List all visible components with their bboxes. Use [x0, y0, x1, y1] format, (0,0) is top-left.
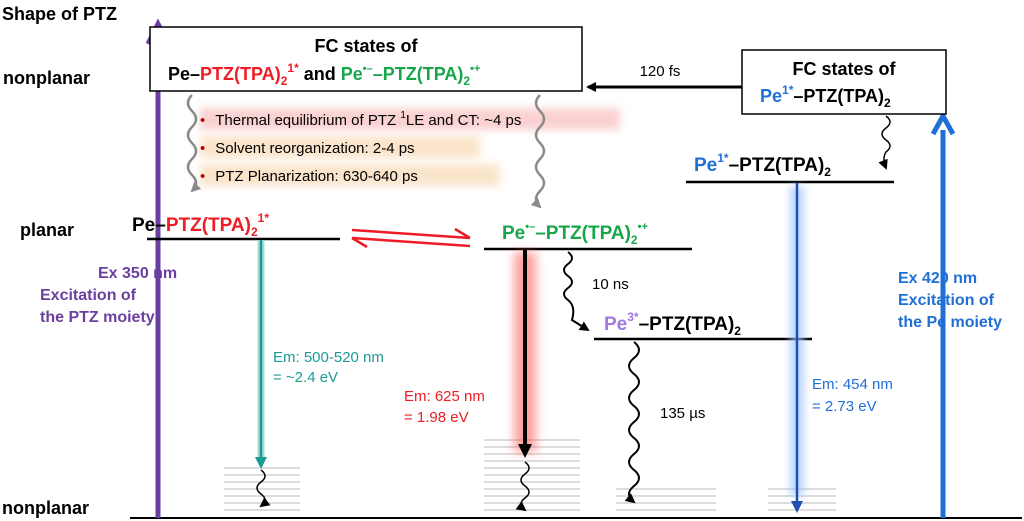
fc-right-sup: 1* [782, 83, 794, 97]
isc-label: 10 ns [592, 276, 629, 293]
state-trip-rest: –PTZ(TPA) [639, 314, 735, 335]
vibrational-levels-center [484, 439, 580, 511]
phosphorescence-wavy-arrow [624, 341, 640, 504]
bullet3-highlight [200, 164, 500, 186]
state-pes-pe: Pe [694, 155, 717, 176]
em454-line1: Em: 454 nm [812, 376, 893, 393]
fc-left-pe2: Pe [341, 64, 363, 84]
state-trip-sub: 2 [734, 324, 741, 338]
equilibrium-arrow-forward [351, 228, 471, 240]
fc-right-sub: 2 [884, 96, 891, 110]
bullet-2: • Solvent reorganization: 2-4 ps [200, 140, 415, 157]
vibrational-levels-left [224, 467, 300, 511]
state-trip-sup: 3* [627, 310, 639, 324]
phos-label: 135 µs [660, 405, 705, 422]
ex350-line3: the PTZ moiety [40, 309, 155, 326]
state-pe-singlet-label: Pe1*–PTZ(TPA)2 [694, 151, 831, 179]
state-triplet-label: Pe3*–PTZ(TPA)2 [604, 310, 741, 338]
fc-left-pe: Pe [168, 64, 190, 84]
bullet-1-post: LE and CT: ~4 ps [406, 112, 522, 129]
state-cs-label: Pe•––PTZ(TPA)2•+ [502, 221, 648, 247]
fc-left-line2: Pe–PTZ(TPA)21* and Pe•––PTZ(TPA)2•+ [168, 61, 480, 88]
label-nonplanar-top: nonplanar [3, 68, 90, 88]
ex420-line3: the Pe moiety [898, 314, 1002, 331]
state-left-ptz: PTZ(TPA) [166, 215, 251, 236]
fc-left-sup-anion: •– [363, 63, 373, 75]
energy-transfer-label: 120 fs [640, 63, 681, 80]
label-planar: planar [20, 220, 74, 240]
bullet-1: • Thermal equilibrium of PTZ 1LE and CT: … [200, 110, 521, 129]
left-nonrad-wavy [256, 469, 271, 508]
ex420-line1: Ex 420 nm [898, 270, 977, 287]
equilibrium-arrow-back-head [351, 236, 368, 249]
fc-right-rest: –PTZ(TPA) [793, 86, 884, 106]
fc-left-sub: 2 [281, 74, 288, 88]
fc-left-and: and [299, 64, 341, 84]
fc-left-line1: FC states of [314, 36, 418, 56]
fc-left-sup: 1* [287, 61, 299, 75]
state-pes-sub: 2 [824, 165, 831, 179]
state-cs-sub: 2 [631, 233, 638, 247]
ex350-line1: Ex 350 nm [98, 265, 177, 282]
fc-states-left-box [149, 26, 583, 92]
fc-right-pe: Pe [760, 86, 782, 106]
state-left-pe: Pe [132, 215, 155, 236]
ex350-line2: Excitation of [40, 287, 137, 304]
bullet-1-pre: Thermal equilibrium of PTZ [215, 112, 400, 129]
bullet-2-pre: Solvent reorganization: 2-4 ps [215, 140, 414, 157]
relaxation-wavy-arrow-right [530, 94, 546, 209]
fc-left-sub2: 2 [463, 74, 470, 88]
state-cs-sup-anion: •– [525, 221, 535, 233]
ex420-line2: Excitation of [898, 292, 995, 309]
state-cs-pe: Pe [502, 223, 525, 244]
fc-right-line1: FC states of [792, 59, 896, 79]
fc-states-right-box [741, 49, 947, 115]
state-left-sub: 2 [251, 225, 258, 239]
center-nonrad-wavy [515, 461, 530, 512]
label-nonplanar-bottom: nonplanar [2, 498, 89, 518]
bullet-3-pre: PTZ Planarization: 630-640 ps [215, 168, 418, 185]
equilibrium-arrow-back [351, 236, 471, 248]
state-pes-sup: 1* [717, 151, 729, 165]
em625-line1: Em: 625 nm [404, 388, 485, 405]
bullet-3: • PTZ Planarization: 630-640 ps [200, 168, 418, 185]
state-trip-pe: Pe [604, 314, 627, 335]
isc-wavy-arrow [563, 251, 590, 332]
excitation-arrow-420-head [930, 110, 956, 136]
em500-line1: Em: 500-520 nm [273, 349, 384, 366]
pe-singlet-relax-arrow [878, 115, 891, 170]
em500-line2: = ~2.4 eV [273, 369, 338, 386]
fc-right-line2: Pe1*–PTZ(TPA)2 [760, 83, 891, 110]
bullet1-highlight [200, 108, 620, 130]
em625-line2: = 1.98 eV [404, 409, 469, 426]
fc-left-dash: – [190, 64, 200, 84]
axis-title: Shape of PTZ [2, 4, 117, 24]
relaxation-wavy-arrow-left [186, 94, 202, 193]
bullet2-highlight [200, 136, 480, 158]
em454-line2: = 2.73 eV [812, 398, 877, 415]
fc-left-ptz2: –PTZ(TPA) [373, 64, 464, 84]
bullet-1-sup: 1 [400, 110, 406, 121]
fc-left-ptz: PTZ(TPA) [200, 64, 281, 84]
state-cs-ptz: –PTZ(TPA) [535, 223, 631, 244]
state-left-sup: 1* [258, 211, 270, 225]
equilibrium-arrow-forward-head [454, 227, 471, 240]
state-cs-sup-cation: •+ [638, 221, 648, 233]
fc-left-sup-cation: •+ [470, 63, 480, 75]
state-left-dash: – [155, 215, 166, 236]
state-left-label: Pe–PTZ(TPA)21* [132, 211, 269, 239]
state-pes-rest: –PTZ(TPA) [729, 155, 825, 176]
